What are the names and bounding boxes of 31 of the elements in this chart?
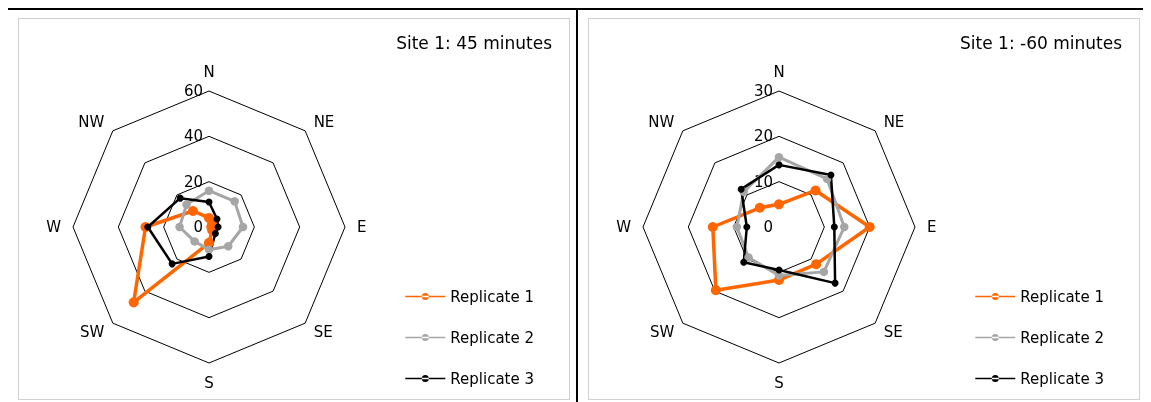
spoke-label: S bbox=[774, 373, 784, 392]
spoke-label: S bbox=[204, 373, 214, 392]
y-tick-label: 0 bbox=[193, 218, 203, 236]
spoke-label: SW bbox=[79, 322, 105, 341]
spoke-label: W bbox=[46, 218, 62, 236]
spoke-label: SE bbox=[883, 322, 903, 341]
legend-label: Replicate 2 bbox=[450, 328, 535, 347]
spoke-label: SW bbox=[649, 322, 675, 341]
spoke-label: NE bbox=[313, 113, 335, 132]
chart-title: Site 1: -60 minutes bbox=[960, 32, 1123, 53]
spoke-label: E bbox=[357, 218, 367, 236]
spoke-label: SE bbox=[313, 322, 333, 341]
y-tick-label: 30 bbox=[753, 82, 773, 100]
spoke-label: NW bbox=[78, 113, 105, 132]
y-tick-label: 40 bbox=[183, 127, 203, 146]
y-tick-label: 20 bbox=[183, 172, 203, 191]
legend-label: Replicate 2 bbox=[1020, 328, 1105, 347]
spoke-label: N bbox=[773, 62, 785, 81]
spoke-label: NW bbox=[648, 113, 675, 132]
y-tick-label: 20 bbox=[753, 127, 773, 146]
legend-label: Replicate 3 bbox=[450, 369, 535, 388]
legend-label: Replicate 1 bbox=[1020, 287, 1105, 306]
legend-label: Replicate 3 bbox=[1020, 369, 1105, 388]
spoke-label: W bbox=[616, 218, 632, 236]
legend-label: Replicate 1 bbox=[450, 287, 535, 306]
spoke-label: N bbox=[203, 62, 215, 81]
spoke-label: NE bbox=[883, 113, 905, 132]
y-tick-label: 60 bbox=[183, 82, 203, 100]
spoke-label: E bbox=[927, 218, 937, 236]
chart-title: Site 1: 45 minutes bbox=[396, 32, 553, 53]
y-tick-label: 0 bbox=[763, 218, 773, 236]
